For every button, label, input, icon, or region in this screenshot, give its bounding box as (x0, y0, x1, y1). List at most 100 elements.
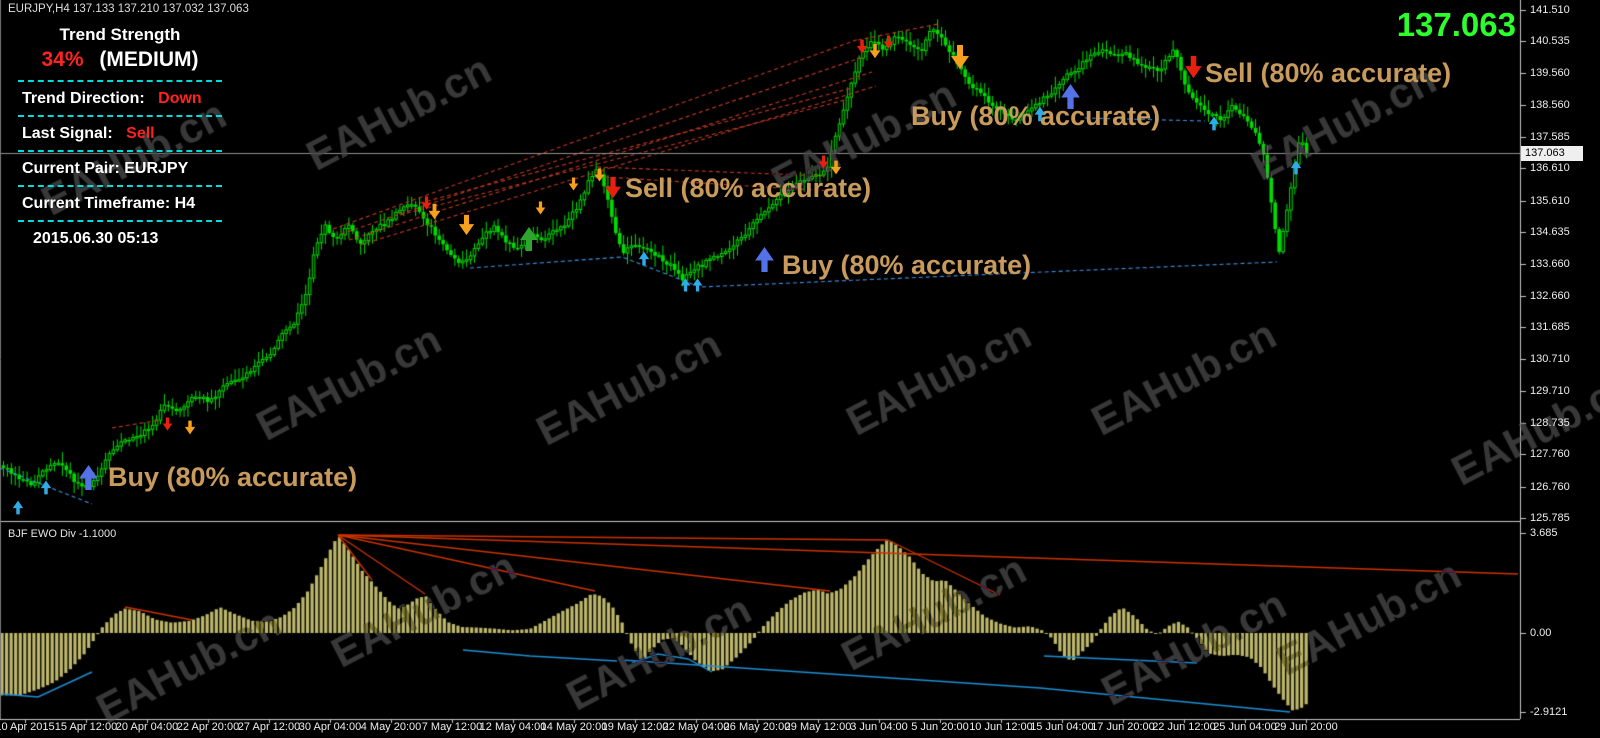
time-axis-label: 25 Jun 04:00 (1213, 721, 1277, 733)
orange-down-arrow-icon (184, 420, 196, 435)
trend-strength-level: (MEDIUM) (99, 48, 199, 71)
time-axis-label: 22 Apr 20:00 (176, 721, 240, 733)
price-axis-label: 132.660 (1530, 289, 1570, 302)
price-axis-label: 141.510 (1530, 4, 1570, 16)
current-pair-row: Current Pair: EURJPY (22, 160, 189, 177)
time-axis-label: 19 May 12:00 (601, 721, 669, 733)
orange-down-arrow-icon (458, 214, 475, 236)
price-axis-label: 137.585 (1530, 130, 1570, 143)
time-axis-label: 20 Apr 04:00 (115, 721, 179, 733)
price-axis-label: 135.610 (1530, 194, 1570, 207)
time-axis-label: 30 Apr 04:00 (298, 721, 362, 733)
dashed-divider (18, 185, 222, 187)
last-signal-label: Last Signal: (22, 125, 113, 142)
orange-down-arrow-icon (830, 160, 842, 175)
orange-down-arrow-icon (568, 177, 579, 191)
time-axis-label: 15 Apr 12:00 (54, 721, 118, 733)
price-axis-label: 127.760 (1530, 448, 1570, 461)
price-axis-label: 139.560 (1530, 66, 1570, 79)
red-down-arrow-icon (1185, 55, 1202, 79)
trend-direction-row: Trend Direction: Down (16, 82, 224, 115)
time-axis-label: 29 Jun 20:00 (1274, 721, 1338, 733)
datetime-label: 2015.06.30 05:13 (33, 230, 159, 247)
cyan-up-arrow-icon (1290, 160, 1302, 175)
time-axis-label: 14 May 20:00 (540, 721, 608, 733)
time-axis-label: 17 Jun 20:00 (1091, 721, 1155, 733)
time-axis-label: 10 Jun 12:00 (969, 721, 1033, 733)
price-axis-label: 131.685 (1530, 321, 1570, 334)
time-axis-label: 4 May 20:00 (360, 721, 422, 733)
time-axis-label: 26 May 20:00 (723, 721, 791, 733)
signal-label-buy: Buy (80% accurate) (911, 101, 1161, 131)
time-axis-label: 27 Apr 12:00 (237, 721, 301, 733)
signal-label-sell: Sell (80% accurate) (625, 173, 872, 203)
indicator-axis-label: 3.685 (1530, 526, 1558, 539)
signal-label-buy: Buy (80% accurate) (108, 462, 358, 492)
orange-down-arrow-icon (535, 201, 546, 215)
red-down-arrow-icon (883, 35, 894, 49)
trend-info-panel: Trend Strength 34% (MEDIUM) Trend Direct… (16, 18, 224, 248)
price-axis-label: 125.785 (1530, 512, 1570, 525)
cyan-up-arrow-icon (638, 251, 650, 266)
blue-up-arrow-icon (1061, 84, 1080, 109)
indicator-label: BJF EWO Div -1.1000 (8, 528, 117, 540)
trend-strength-row: 34% (MEDIUM) (16, 48, 224, 72)
dashed-divider (18, 150, 222, 152)
current-price-tag: 137.063 (1521, 146, 1583, 161)
price-axis-label: 130.710 (1530, 352, 1570, 365)
last-signal-value: Sell (126, 125, 155, 142)
cyan-up-arrow-icon (1208, 116, 1220, 131)
dashed-divider (18, 80, 222, 82)
trend-strength-title: Trend Strength (59, 25, 181, 44)
indicator-axis-label: -2.9121 (1530, 706, 1568, 719)
price-axis-label: 133.660 (1530, 257, 1570, 270)
price-axis-label: 136.610 (1530, 162, 1570, 175)
time-axis-label: 15 Jun 04:00 (1030, 721, 1094, 733)
orange-down-arrow-icon (951, 45, 969, 69)
orange-down-arrow-icon (594, 168, 605, 182)
trend-direction-value: Down (158, 90, 202, 107)
dashed-divider (18, 115, 222, 117)
price-axis-label: 126.760 (1530, 480, 1570, 493)
time-axis-label: 7 May 12:00 (421, 721, 483, 733)
trend-strength-value: 34% (41, 48, 84, 71)
time-axis-label: 5 Jun 20:00 (911, 721, 969, 733)
green-up-arrow-icon (520, 227, 538, 251)
time-axis-label: 10 Apr 2015 (0, 721, 55, 733)
current-price-display: 137.063 (1396, 6, 1516, 43)
cyan-up-arrow-icon (40, 480, 52, 495)
chart-symbol-title: EURJPY,H4 137.133 137.210 137.032 137.06… (8, 3, 249, 15)
cyan-up-arrow-icon (680, 278, 691, 292)
time-axis-label: 12 May 04:00 (479, 721, 547, 733)
red-down-arrow-icon (162, 417, 173, 431)
price-axis-label: 134.635 (1530, 226, 1570, 239)
price-axis-label: 129.710 (1530, 385, 1570, 398)
price-axis-label: 140.535 (1530, 35, 1570, 48)
orange-down-arrow-icon (428, 203, 441, 220)
red-down-arrow-icon (421, 196, 432, 210)
time-axis-label: 22 Jun 12:00 (1152, 721, 1216, 733)
cyan-up-arrow-icon (12, 500, 24, 515)
blue-up-arrow-icon (755, 247, 774, 272)
signal-label-sell: Sell (80% accurate) (1205, 58, 1452, 88)
time-axis-label: 22 May 04:00 (662, 721, 730, 733)
time-axis-label: 3 Jun 04:00 (850, 721, 908, 733)
price-axis-label: 138.560 (1530, 99, 1570, 112)
red-down-arrow-icon (856, 39, 868, 54)
time-axis-label: 29 May 12:00 (784, 721, 852, 733)
trend-direction-label: Trend Direction: (22, 90, 145, 107)
last-signal-row: Last Signal: Sell (16, 117, 224, 150)
red-down-arrow-icon (818, 155, 829, 169)
dashed-divider (18, 220, 222, 222)
price-axis-label: 128.735 (1530, 416, 1570, 429)
signal-label-buy: Buy (80% accurate) (782, 250, 1032, 280)
red-down-arrow-icon (605, 176, 621, 199)
indicator-axis-label: 0.00 (1530, 627, 1552, 639)
orange-down-arrow-icon (869, 43, 881, 59)
cyan-up-arrow-icon (1034, 106, 1046, 122)
blue-up-arrow-icon (79, 465, 98, 490)
current-timeframe-row: Current Timeframe: H4 (22, 195, 196, 212)
cyan-up-arrow-icon (692, 278, 703, 292)
